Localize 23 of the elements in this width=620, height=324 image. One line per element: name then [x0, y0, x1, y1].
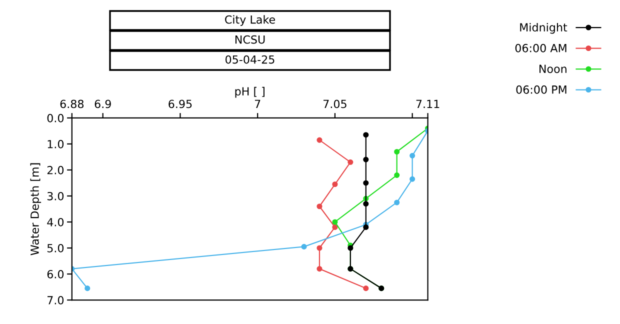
- y-tick-label: 3.0: [47, 192, 64, 200]
- x-tick-label: 7.11: [416, 100, 440, 108]
- chart-title: City Lake: [225, 15, 275, 26]
- x-tick-label: 6.9: [94, 100, 111, 108]
- text: 05-04-25: [226, 55, 274, 64]
- x-tick-label: 6.95: [168, 100, 192, 108]
- legend-label: 06:00 PM: [516, 85, 566, 94]
- x-tick-label: 7: [254, 100, 260, 108]
- y-axis-title: Water Depth [m]: [30, 163, 42, 256]
- x-axis-title: pH [ ]: [235, 86, 264, 98]
- y-tick-label: 2.0: [47, 166, 64, 174]
- y-tick-label: 0.0: [47, 114, 64, 122]
- y-tick-label: 1.0: [48, 140, 64, 148]
- y-tick-label: 6.0: [47, 270, 64, 278]
- y-tick-label: 4.0: [47, 218, 64, 226]
- legend-label: Noon: [540, 64, 566, 74]
- x-tick-label: 6.88: [60, 100, 84, 108]
- legend-label: 06:00 AM: [515, 44, 566, 52]
- legend-label: Midnight: [520, 22, 568, 34]
- x-tick-label: 7.05: [324, 100, 346, 108]
- y-tick-label: 5.0: [47, 244, 64, 252]
- chart-subtitle: NCSU: [235, 35, 265, 44]
- y-tick-label: 7.0: [48, 296, 64, 304]
